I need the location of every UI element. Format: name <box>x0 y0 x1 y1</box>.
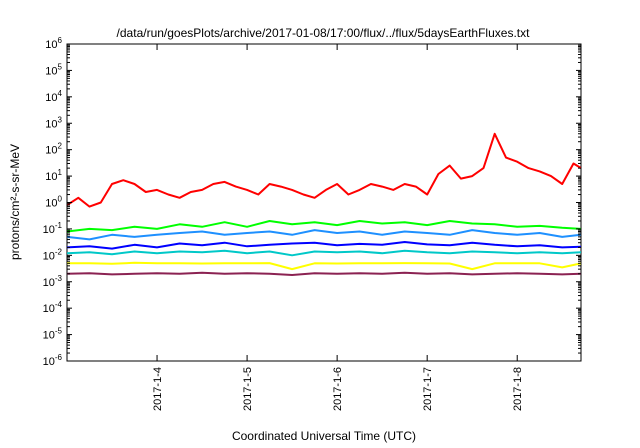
series-line-0 <box>67 132 581 208</box>
y-tick-label: 104 <box>45 89 62 104</box>
plot-area <box>66 43 582 362</box>
series-line-1 <box>67 220 581 233</box>
y-tick-label: 10-2 <box>43 247 63 262</box>
y-tick-label: 101 <box>45 168 62 183</box>
y-tick-label: 10-1 <box>43 221 63 236</box>
series-line-3 <box>67 241 581 250</box>
x-tick-label: 2017-1-7 <box>422 367 434 411</box>
y-tick-label: 102 <box>45 142 62 157</box>
y-tick-label: 100 <box>45 195 62 210</box>
series-line-6 <box>67 271 581 276</box>
x-tick-label: 2017-1-4 <box>152 367 164 411</box>
y-tick-label: 10-4 <box>43 300 63 315</box>
y-tick-label: 10-6 <box>43 353 63 368</box>
chart-title: /data/run/goesPlots/archive/2017-01-08/1… <box>117 26 531 40</box>
x-axis: 2017-1-4 2017-1-5 2017-1-6 2017-1-7 2017-1-8 <box>152 44 524 411</box>
x-tick-label: 2017-1-6 <box>332 367 344 411</box>
x-axis-label: Coordinated Universal Time (UTC) <box>232 429 416 443</box>
series-line-5 <box>67 261 581 271</box>
series-line-4 <box>67 249 581 257</box>
x-tick-label: 2017-1-5 <box>242 367 254 411</box>
series-layer <box>67 132 581 276</box>
series-line-2 <box>67 229 581 241</box>
y-axis: 10-6 10-5 10-4 10-3 10-2 10-1 100 101 102 103 104 1… <box>43 36 581 368</box>
y-axis-label: protons/cm²-s-sr-MeV <box>8 144 22 260</box>
x-tick-label: 2017-1-8 <box>512 367 524 411</box>
y-tick-label: 103 <box>45 115 62 130</box>
y-tick-label: 105 <box>45 62 62 77</box>
plot-border <box>66 43 582 362</box>
y-tick-label: 10-5 <box>43 327 63 342</box>
y-tick-label: 106 <box>45 36 62 51</box>
y-tick-label: 10-3 <box>43 274 63 289</box>
